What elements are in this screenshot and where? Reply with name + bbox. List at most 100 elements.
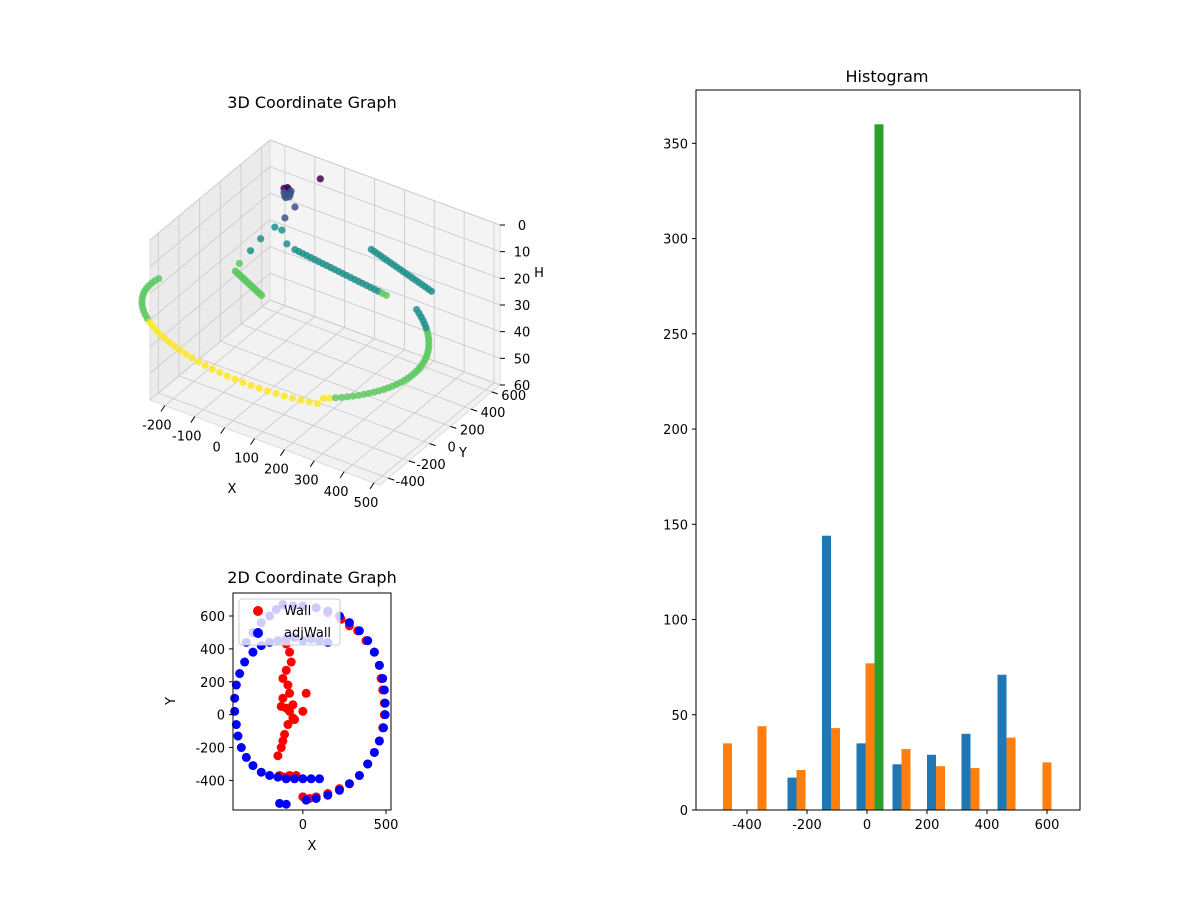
x-tick-mark-3d [220, 427, 226, 434]
scatter-point-adjwall [354, 770, 364, 780]
scatter-point-wall [298, 706, 308, 716]
scatter-point-adjwall [248, 761, 258, 771]
scatter-point-adjwall [380, 710, 390, 720]
trajectory-point [343, 393, 351, 401]
trajectory-point [255, 384, 263, 392]
axes-frame-2d [232, 592, 392, 811]
y-tick-label-3d: -200 [416, 458, 446, 473]
trajectory-point [325, 394, 334, 402]
histogram-bar [997, 674, 1007, 810]
scatter-point-adjwall [311, 793, 321, 803]
x-axis-label-3d: X [228, 482, 237, 497]
scatter-point-adjwall [240, 657, 250, 667]
trajectory-point [170, 342, 178, 350]
scatter-point-adjwall [301, 795, 311, 805]
scatter-point-wall [276, 743, 286, 753]
chart-title-histogram: Histogram [846, 67, 929, 86]
y-tick-label-3d: 400 [481, 406, 506, 421]
scatter-point-adjwall [265, 770, 275, 780]
y-tick-label: 200 [200, 676, 225, 691]
trajectory-point [208, 365, 216, 373]
y-tick-label-3d: -400 [396, 475, 426, 490]
y-tick-label-3d: 200 [460, 423, 485, 438]
trajectory-point [188, 354, 196, 362]
legend-box [238, 598, 341, 646]
x-tick-label-3d: 500 [354, 496, 379, 511]
x-tick-label-3d: 200 [264, 463, 289, 478]
legend-label-wall: Wall [284, 604, 311, 619]
gridline-z [149, 219, 501, 321]
scatter-point-wall [278, 673, 288, 683]
scatter-point-adjwall [230, 706, 240, 716]
legend-marker-adjwall [253, 628, 263, 638]
trajectory-point [382, 291, 390, 299]
x-tick-mark-3d [160, 405, 166, 412]
y-tick-label: 150 [663, 518, 688, 533]
x-tick-label-3d: 100 [234, 452, 259, 467]
histogram-bar [874, 124, 884, 811]
x-tick-label-3d: 300 [294, 474, 319, 489]
y-tick-label: 350 [663, 137, 688, 152]
x-tick-mark-3d [369, 482, 375, 490]
x-tick-label: 0 [299, 818, 307, 833]
trajectory-point [182, 350, 190, 358]
trajectory-point [216, 368, 224, 377]
y-tick-label: -200 [195, 742, 225, 757]
y-tick-mark-3d [470, 408, 478, 412]
histogram-bar [856, 743, 866, 810]
trajectory-point [280, 392, 288, 400]
trajectory-point [283, 240, 291, 248]
trajectory-point [354, 391, 363, 399]
trajectory-point [278, 226, 286, 234]
y-tick-mark-3d [491, 391, 498, 395]
scatter-point-adjwall [248, 647, 258, 657]
trajectory-point [297, 396, 305, 404]
z-tick-label-3d: 10 [514, 246, 531, 261]
scatter-point-adjwall [363, 636, 373, 646]
series-3d-trajectory [138, 175, 436, 408]
trajectory-point [194, 358, 202, 366]
z-tick-label-3d: 0 [518, 219, 526, 234]
trajectory-point [319, 394, 328, 402]
scatter-point-adjwall [235, 669, 245, 679]
x-tick-mark-3d [190, 416, 196, 423]
scatter-point-adjwall [380, 698, 390, 708]
trajectory-point [271, 223, 279, 231]
histogram-bar [901, 749, 911, 810]
scatter-point-adjwall [273, 772, 283, 782]
trajectory-point [239, 378, 247, 387]
y-tick-label: 200 [663, 423, 688, 438]
chart-title-3d: 3D Coordinate Graph [227, 93, 396, 112]
scatter-point-adjwall [231, 680, 241, 690]
scatter-point-adjwall [314, 774, 324, 784]
trajectory-point [223, 372, 231, 380]
scatter-point-wall [288, 700, 298, 710]
y-tick-label-3d: 0 [448, 441, 456, 456]
gridline-z [149, 192, 501, 294]
scatter-point-adjwall [374, 660, 384, 670]
trajectory-point [316, 175, 324, 183]
histogram-bar [723, 743, 732, 810]
histogram-bar [936, 766, 945, 810]
scatter-point-adjwall [334, 785, 344, 795]
plot-2d: 2D Coordinate Graph 0 500 -400 -200 0 200 400 6… [164, 568, 398, 854]
trajectory-point [257, 291, 266, 300]
x-axis-label-2d: X [308, 839, 317, 854]
scatter-point-wall [281, 665, 291, 675]
trajectory-point [305, 398, 313, 406]
scatter-point-wall [290, 715, 300, 725]
trajectory-point [165, 338, 173, 346]
x-tick-label: 500 [374, 818, 399, 833]
chart-title-2d: 2D Coordinate Graph [227, 568, 396, 587]
histogram-bar [822, 535, 831, 810]
trajectory-point [413, 305, 421, 314]
x-tick-label: 0 [863, 818, 871, 833]
trajectory-point [283, 191, 291, 199]
x-tick-label-3d: 400 [324, 485, 349, 500]
scatter-point-adjwall [379, 685, 389, 695]
trajectory-point [367, 245, 375, 253]
scatter-point-wall [273, 751, 283, 761]
scatter-point-adjwall [354, 626, 364, 636]
x-tick-label: 400 [975, 818, 1000, 833]
